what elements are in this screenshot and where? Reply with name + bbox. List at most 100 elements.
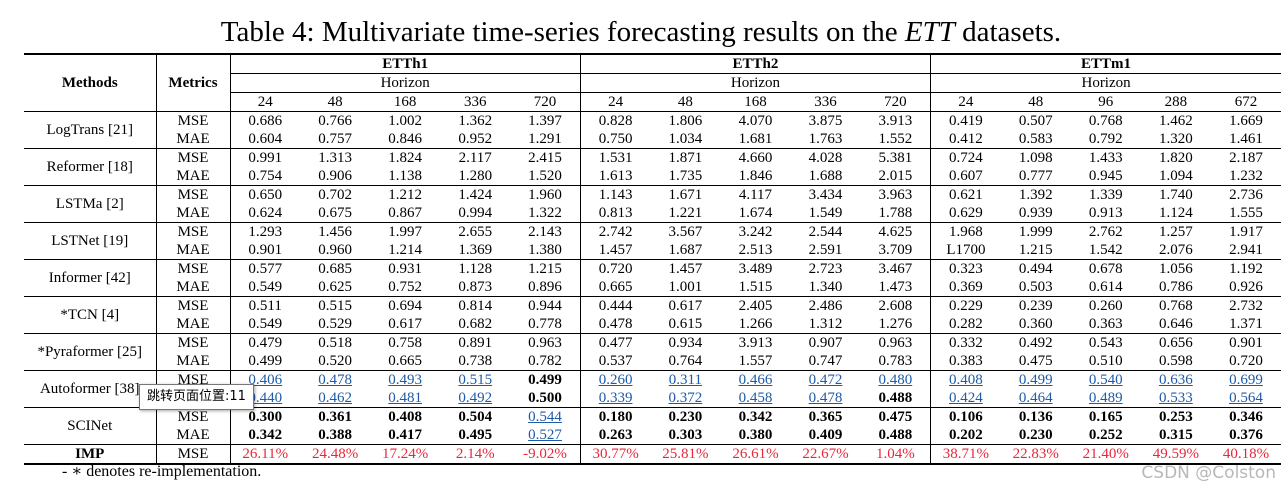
result-cell: 2.076 xyxy=(1140,241,1211,260)
result-cell: 2.762 xyxy=(1088,224,1123,240)
result-cell: 0.492 xyxy=(440,389,511,408)
metric-label: MSE xyxy=(156,185,231,204)
horizon-value: 336 xyxy=(440,92,511,112)
result-cell: 0.665 xyxy=(579,278,651,297)
metric-label: MAE xyxy=(156,130,231,149)
imp-value: 1.04% xyxy=(860,444,931,465)
result-cell: 2.544 xyxy=(808,224,843,240)
result-cell: 0.913 xyxy=(1070,204,1141,223)
result-cell: 2.015 xyxy=(860,167,931,186)
result-cell: 0.621 xyxy=(930,185,1001,204)
result-cell: 0.604 xyxy=(230,130,301,149)
table-row: LSTMa [2] MSE 0.650 0.702 1.212 1.424 1.960 1.1… xyxy=(24,185,1281,223)
results-table: Methods Metrics ETTh1 ETTh2 ETTm1 Horizon Hori… xyxy=(24,53,1281,465)
result-cell: 0.388 xyxy=(300,426,371,445)
result-cell: 0.614 xyxy=(1070,278,1141,297)
result-cell: 0.694 xyxy=(388,298,423,314)
table-row: MAE 0.499 0.520 0.665 0.738 0.782 0.537 0.764 1.… xyxy=(24,352,1281,371)
result-cell: 0.462 xyxy=(300,389,371,408)
result-cell: 0.754 xyxy=(230,167,301,186)
result-cell: 1.232 xyxy=(1210,167,1281,186)
result-cell: 1.138 xyxy=(370,167,441,186)
metric-label: MAE xyxy=(156,241,231,260)
result-cell: 4.028 xyxy=(808,150,843,166)
result-cell: 3.963 xyxy=(878,187,913,203)
result-cell: 0.991 xyxy=(248,150,283,166)
metric-label: MSE xyxy=(156,407,231,426)
result-cell: 0.342 xyxy=(738,409,773,425)
result-cell: 0.361 xyxy=(318,409,352,425)
result-cell: 0.408 xyxy=(930,370,1001,389)
result-cell: 0.424 xyxy=(930,389,1001,408)
metric-label: MSE xyxy=(156,333,231,352)
result-cell: 1.221 xyxy=(650,204,721,223)
result-cell: 0.472 xyxy=(808,372,843,388)
result-cell: 0.577 xyxy=(248,261,283,277)
method-name: LogTrans [21] xyxy=(24,111,157,149)
result-cell: 0.778 xyxy=(510,315,581,334)
result-cell: 0.963 xyxy=(878,335,913,351)
result-cell: 1.763 xyxy=(790,130,861,149)
result-cell: 1.215 xyxy=(528,261,562,277)
result-cell: 0.478 xyxy=(318,372,352,388)
method-name: Informer [42] xyxy=(24,259,157,297)
watermark: CSDN @Colston xyxy=(1141,463,1276,483)
horizon-value: 168 xyxy=(370,92,441,112)
result-cell: 0.527 xyxy=(510,426,581,445)
result-cell: 0.544 xyxy=(528,409,562,425)
result-cell: 0.106 xyxy=(930,407,1001,426)
result-cell: 0.901 xyxy=(1229,335,1263,351)
table-row: *TCN [4] MSE 0.511 0.515 0.694 0.814 0.944 0.44… xyxy=(24,296,1281,334)
result-cell: 0.499 xyxy=(230,352,301,371)
result-cell: 0.814 xyxy=(458,298,493,314)
table-row: MAE 0.549 0.529 0.617 0.682 0.778 0.478 0.615 1.… xyxy=(24,315,1281,334)
imp-value: 22.83% xyxy=(1000,444,1071,465)
result-cell: 1.681 xyxy=(720,130,791,149)
result-cell: 0.252 xyxy=(1070,426,1141,445)
horizon-value: 48 xyxy=(650,92,721,112)
result-cell: 0.464 xyxy=(1000,389,1071,408)
method-name: *TCN [4] xyxy=(24,296,157,334)
result-cell: 0.686 xyxy=(248,112,283,129)
result-cell: 0.260 xyxy=(1088,298,1123,314)
method-name: Reformer [18] xyxy=(24,148,157,186)
result-cell: 0.873 xyxy=(440,278,511,297)
result-cell: 0.494 xyxy=(1018,261,1053,277)
result-cell: 0.488 xyxy=(860,389,931,408)
result-cell: 0.768 xyxy=(1088,112,1123,129)
result-cell: 0.499 xyxy=(528,372,562,388)
result-cell: 0.503 xyxy=(1000,278,1071,297)
result-cell: 1.461 xyxy=(1210,130,1281,149)
result-cell: 0.408 xyxy=(388,409,423,425)
metric-label: MSE xyxy=(156,259,231,278)
horizon-label: Horizon xyxy=(930,73,1281,93)
imp-value: -9.02% xyxy=(510,444,581,465)
horizon-value: 336 xyxy=(790,92,861,112)
result-cell: 1.002 xyxy=(388,112,423,129)
metric-label: MAE xyxy=(156,204,231,223)
metrics-header: Metrics xyxy=(156,53,231,112)
result-cell: 4.070 xyxy=(738,112,773,129)
dataset-header-etth1: ETTh1 xyxy=(230,53,581,74)
result-cell: 1.192 xyxy=(1229,261,1263,277)
result-cell: 3.913 xyxy=(878,112,913,129)
table-row: MAE 0.549 0.625 0.752 0.873 0.896 0.665 1.001 1.… xyxy=(24,278,1281,297)
result-cell: 1.212 xyxy=(388,187,423,203)
result-cell: 0.750 xyxy=(579,130,651,149)
result-cell: 0.339 xyxy=(579,389,651,408)
result-cell: 1.669 xyxy=(1229,112,1263,129)
result-cell: 0.907 xyxy=(808,335,843,351)
result-cell: 0.346 xyxy=(1229,409,1263,425)
table-row: SCINet MSE 0.300 0.361 0.408 0.504 0.544 0.180 0… xyxy=(24,407,1281,445)
result-cell: 0.507 xyxy=(1018,112,1053,129)
result-cell: 1.557 xyxy=(720,352,791,371)
metric-label: MAE xyxy=(156,167,231,186)
result-cell: 1.999 xyxy=(1018,224,1053,240)
result-cell: 0.867 xyxy=(370,204,441,223)
result-cell: 0.444 xyxy=(579,296,651,315)
result-cell: 0.629 xyxy=(930,204,1001,223)
methods-header: Methods xyxy=(24,53,157,112)
horizon-value: 24 xyxy=(579,92,651,112)
result-cell: 0.180 xyxy=(579,407,651,426)
imp-value: 22.67% xyxy=(790,444,861,465)
